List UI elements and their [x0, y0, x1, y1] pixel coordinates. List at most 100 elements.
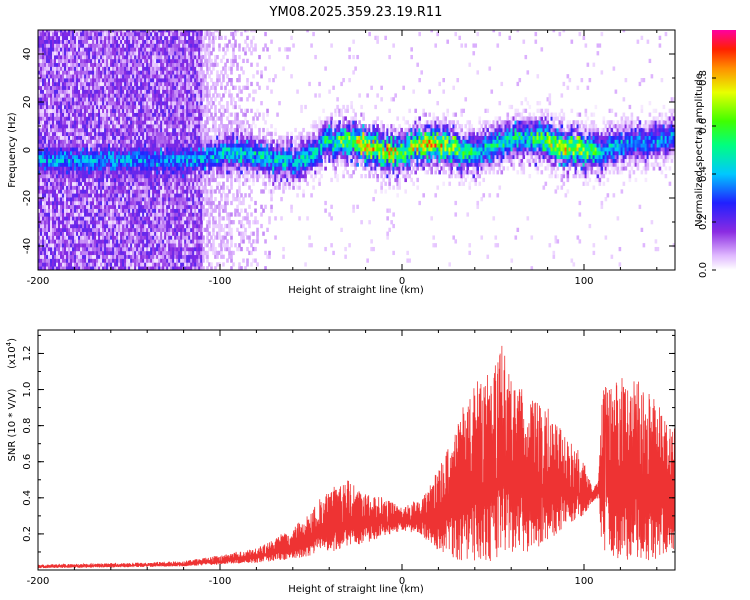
heatmap-cell	[140, 85, 143, 90]
heatmap-cell	[114, 250, 117, 256]
heatmap-cell	[130, 254, 133, 259]
heatmap-cell	[152, 139, 155, 144]
heatmap-cell	[64, 78, 67, 83]
heatmap-cell	[114, 200, 117, 206]
heatmap-cell	[126, 181, 129, 186]
heatmap-cell	[56, 97, 59, 102]
heatmap-cell	[48, 220, 51, 225]
heatmap-cell	[152, 58, 155, 64]
heatmap-cell	[150, 227, 153, 232]
heatmap-cell	[70, 143, 73, 148]
heatmap-cell	[184, 162, 187, 167]
heatmap-cell	[152, 158, 155, 163]
heatmap-cell	[166, 185, 169, 190]
heatmap-cell	[112, 177, 115, 183]
heatmap-cell	[80, 54, 83, 60]
heatmap-cell	[66, 250, 69, 256]
heatmap-cell	[74, 200, 77, 206]
heatmap-cell	[116, 262, 119, 267]
heatmap-cell	[98, 62, 101, 67]
heatmap-cell	[88, 97, 91, 102]
heatmap-cell	[146, 116, 149, 121]
heatmap-cell	[194, 185, 197, 190]
heatmap-cell	[90, 135, 93, 140]
heatmap-cell	[116, 93, 119, 98]
heatmap-cell	[176, 254, 179, 259]
heatmap-cell	[72, 54, 75, 60]
heatmap-cell	[80, 58, 83, 64]
heatmap-cell	[40, 54, 43, 60]
heatmap-cell	[164, 97, 167, 102]
heatmap-cell	[186, 166, 189, 171]
heatmap-cell	[148, 166, 151, 171]
heatmap-cell	[68, 154, 71, 160]
heatmap-cell	[62, 108, 65, 113]
heatmap-cell	[178, 70, 181, 75]
heatmap-cell	[52, 85, 55, 90]
heatmap-cell	[158, 131, 161, 136]
heatmap-cell	[40, 127, 43, 133]
heatmap-cell	[110, 116, 113, 121]
heatmap-cell	[70, 139, 73, 144]
heatmap-cell	[128, 250, 131, 256]
heatmap-cell	[72, 227, 75, 232]
heatmap-cell	[98, 143, 101, 148]
heatmap-cell	[104, 81, 107, 87]
heatmap-cell	[78, 150, 81, 156]
heatmap-cell	[48, 62, 51, 67]
heatmap-cell	[186, 58, 189, 64]
heatmap-cell	[156, 216, 159, 221]
heatmap-cell	[182, 231, 185, 236]
heatmap-cell	[192, 254, 195, 259]
heatmap-cell	[148, 135, 151, 140]
heatmap-cell	[80, 243, 83, 248]
heatmap-cell	[172, 185, 175, 190]
heatmap-cell	[54, 208, 57, 213]
heatmap-cell	[138, 127, 141, 133]
heatmap-cell	[126, 158, 129, 163]
heatmap-cell	[56, 262, 59, 267]
heatmap-cell	[164, 197, 167, 202]
heatmap-cell	[192, 258, 195, 263]
heatmap-cell	[132, 89, 135, 94]
heatmap-cell	[52, 239, 55, 244]
heatmap-cell	[38, 39, 41, 44]
heatmap-cell	[156, 108, 159, 113]
heatmap-cell	[172, 162, 175, 167]
heatmap-cell	[52, 177, 55, 183]
heatmap-cell	[74, 166, 77, 171]
heatmap-cell	[184, 246, 187, 252]
heatmap-cell	[126, 197, 129, 202]
heatmap-cell	[106, 104, 109, 110]
heatmap-cell	[68, 174, 71, 179]
heatmap-cell	[52, 193, 55, 198]
heatmap-cell	[40, 43, 43, 48]
heatmap-cell	[114, 139, 117, 144]
heatmap-cell	[126, 150, 129, 156]
heatmap-cell	[170, 35, 173, 40]
heatmap-cell	[86, 81, 89, 87]
heatmap-cell	[84, 174, 87, 179]
heatmap-cell	[88, 208, 91, 213]
heatmap-cell	[168, 78, 171, 83]
heatmap-cell	[126, 220, 129, 225]
heatmap-cell	[168, 58, 171, 64]
heatmap-cell	[138, 112, 141, 117]
heatmap-cell	[86, 135, 89, 140]
heatmap-cell	[76, 58, 79, 64]
heatmap-cell	[86, 266, 89, 270]
heatmap-cell	[108, 250, 111, 256]
heatmap-cell	[122, 212, 125, 217]
heatmap-cell	[140, 78, 143, 83]
heatmap-cell	[170, 258, 173, 263]
heatmap-cell	[132, 112, 135, 117]
heatmap-cell	[92, 104, 95, 110]
heatmap-cell	[180, 243, 183, 248]
heatmap-cell	[122, 158, 125, 163]
heatmap-cell	[184, 31, 187, 37]
heatmap-cell	[170, 185, 173, 190]
heatmap-cell	[90, 62, 93, 67]
heatmap-cell	[110, 120, 113, 125]
heatmap-cell	[188, 239, 191, 244]
heatmap-cell	[94, 112, 97, 117]
